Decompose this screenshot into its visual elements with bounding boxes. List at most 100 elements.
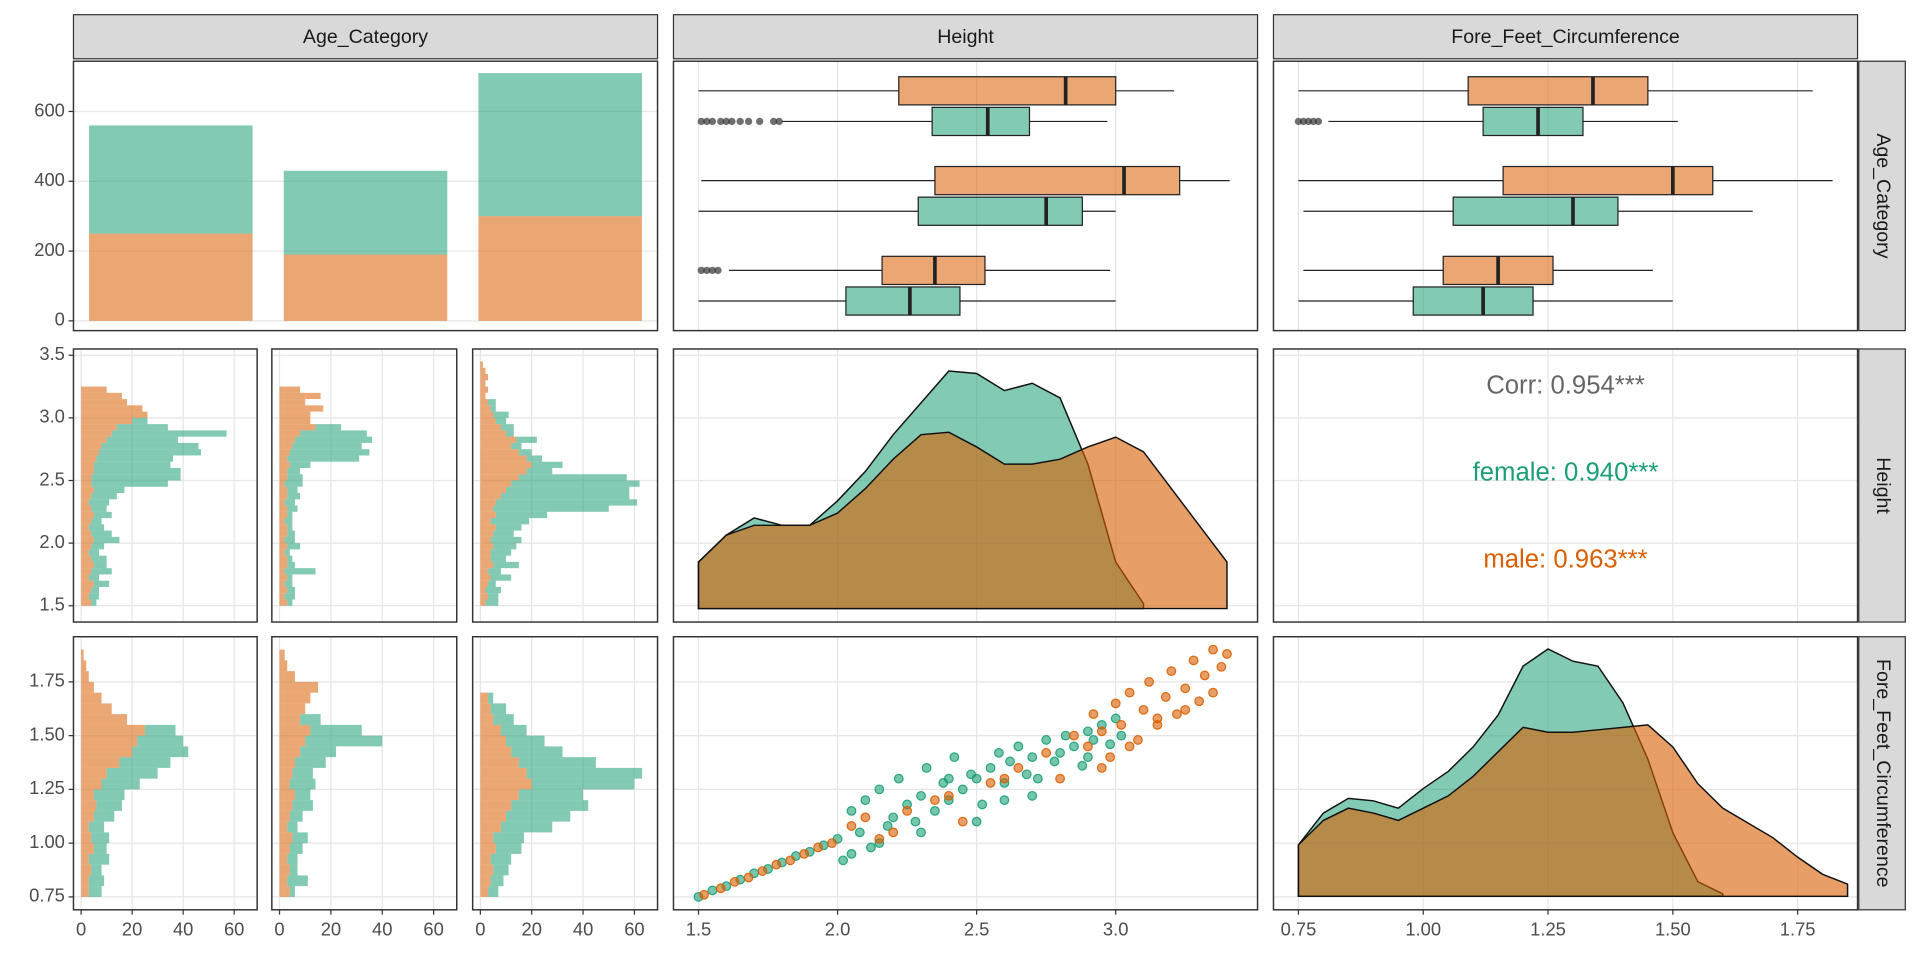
histogram-bar xyxy=(287,561,295,569)
histogram-bar xyxy=(81,486,94,494)
histogram-bar xyxy=(81,735,138,747)
y-tick-label: 3.5 xyxy=(39,343,65,364)
correlation-text: Corr: 0.954*** xyxy=(1486,372,1645,400)
histogram-bar xyxy=(279,660,288,672)
x-tick-label: 60 xyxy=(624,918,644,939)
histogram-bar xyxy=(111,430,227,437)
histogram-bar xyxy=(490,536,522,544)
histogram-bar xyxy=(81,499,89,506)
histogram-bar xyxy=(480,586,486,594)
histogram-bar xyxy=(81,549,89,556)
histogram-bar xyxy=(480,767,527,779)
point xyxy=(860,812,871,823)
histogram-bar xyxy=(81,593,89,600)
histogram-bar xyxy=(516,436,537,443)
histogram-bar xyxy=(88,821,105,833)
histogram-bar xyxy=(511,746,563,758)
histogram-bar xyxy=(88,853,110,865)
histogram-bar xyxy=(493,411,509,418)
x-tick-label: 0.75 xyxy=(1281,918,1317,939)
histogram-bar xyxy=(493,561,519,569)
point xyxy=(1194,696,1205,707)
histogram-bar xyxy=(287,586,295,594)
histogram-bar xyxy=(480,778,532,790)
histogram-bar xyxy=(511,442,522,450)
histogram-bar xyxy=(279,832,293,844)
histogram-bar xyxy=(279,486,288,494)
histogram-bar xyxy=(480,549,491,556)
histogram-bar xyxy=(526,455,542,462)
outlier xyxy=(697,117,705,126)
row-strip-label: Height xyxy=(1872,457,1894,514)
point xyxy=(1060,730,1071,741)
histogram-bar xyxy=(279,474,288,481)
histogram-bar xyxy=(480,424,501,431)
histogram-bar xyxy=(144,724,176,736)
point xyxy=(854,827,865,838)
histogram-bar xyxy=(81,555,92,562)
histogram-bar xyxy=(81,474,92,481)
y-tick-label: 0 xyxy=(55,309,65,330)
histogram-bar xyxy=(88,886,102,897)
point xyxy=(860,795,871,806)
point xyxy=(1049,756,1060,767)
histogram-bar xyxy=(287,511,293,519)
histogram-bar xyxy=(279,735,306,747)
histogram-bar xyxy=(310,724,362,736)
histogram-bar xyxy=(279,430,301,437)
histogram-bar xyxy=(480,442,512,450)
panel-border xyxy=(72,636,258,911)
correlation-text: male: 0.963*** xyxy=(1483,546,1647,574)
point xyxy=(1110,698,1121,709)
point xyxy=(999,773,1010,784)
histogram-bar xyxy=(493,864,509,876)
x-tick-label: 2.0 xyxy=(825,918,851,939)
panel-border xyxy=(271,636,458,911)
outlier xyxy=(736,117,744,126)
point xyxy=(715,883,726,894)
histogram-bar xyxy=(279,757,295,768)
histogram-bar xyxy=(279,853,288,865)
histogram-bar xyxy=(287,467,301,475)
histogram-bar xyxy=(81,493,92,500)
column-strip-label: Height xyxy=(937,26,994,48)
x-tick-label: 0 xyxy=(274,918,284,939)
y-tick-label: 1.75 xyxy=(29,670,65,691)
y-tick-label: 1.25 xyxy=(29,777,65,798)
histogram-bar xyxy=(289,843,303,854)
histogram-bar xyxy=(480,724,501,736)
histogram-bar xyxy=(490,875,504,887)
row-strip-label: Age_Category xyxy=(1872,133,1894,258)
histogram-bar xyxy=(81,580,94,587)
histogram-bar xyxy=(91,543,105,550)
histogram-bar xyxy=(91,864,102,876)
histogram-bar xyxy=(81,821,89,833)
histogram-bar xyxy=(480,461,532,468)
point xyxy=(943,790,954,801)
histogram-bar xyxy=(506,430,514,437)
histogram-bar xyxy=(480,505,494,512)
outlier xyxy=(697,266,705,275)
histogram-bar xyxy=(81,724,145,736)
histogram-bar xyxy=(287,493,301,500)
histogram-bar xyxy=(96,800,122,811)
outlier xyxy=(703,117,711,126)
histogram-bar xyxy=(480,380,486,387)
point xyxy=(1013,741,1024,752)
outlier xyxy=(1314,117,1323,126)
histogram-bar xyxy=(500,724,527,736)
point xyxy=(1180,704,1191,715)
histogram-bar xyxy=(480,392,486,400)
histogram-bar xyxy=(93,536,120,544)
point xyxy=(866,842,876,853)
histogram-bar xyxy=(480,580,489,587)
histogram-bar xyxy=(292,767,313,779)
histogram-bar xyxy=(96,455,173,462)
point xyxy=(999,795,1010,806)
histogram-bar xyxy=(279,493,288,500)
outlier xyxy=(769,117,778,126)
histogram-bar xyxy=(284,518,293,525)
point xyxy=(743,872,754,883)
row-strip xyxy=(1858,348,1906,623)
histogram-bar xyxy=(493,832,525,844)
